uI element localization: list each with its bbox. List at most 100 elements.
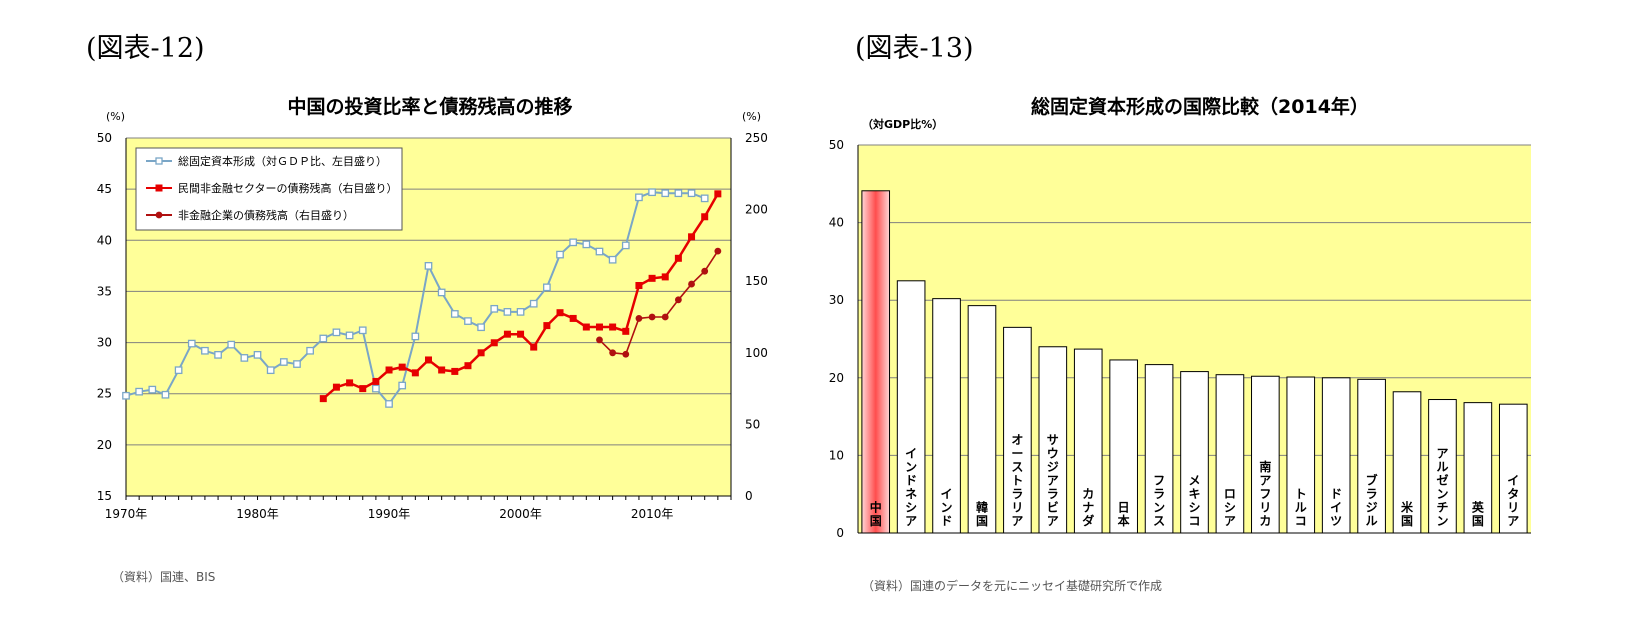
category-label-char: ン [905, 460, 917, 474]
left-tick-label: 50 [97, 131, 112, 145]
bar [932, 298, 961, 534]
bar [1321, 377, 1351, 534]
left-tick-label: 45 [97, 182, 112, 196]
left-axis-unit: (%) [106, 110, 125, 123]
bar [1215, 374, 1245, 534]
category-label-char: ロ [1224, 487, 1236, 501]
data-point [332, 328, 341, 337]
category-label-char: ド [1330, 487, 1342, 501]
data-point [464, 362, 472, 370]
data-point [398, 363, 406, 371]
legend-item: 民間非金融セクターの債務残高（右目盛り） [146, 181, 398, 195]
data-point [556, 309, 564, 317]
bar [967, 305, 997, 534]
gridlines [126, 137, 731, 446]
series-1 [122, 188, 709, 408]
data-point [635, 281, 643, 289]
data-point [451, 367, 459, 375]
data-point [648, 313, 656, 321]
data-point [543, 322, 551, 330]
right-tick-label: 150 [745, 274, 768, 288]
left-tick-label: 20 [97, 438, 112, 452]
bar-11: ロシア [1215, 374, 1245, 534]
category-label-char: 中 [870, 500, 882, 515]
data-point [437, 288, 446, 297]
data-point [450, 310, 459, 318]
data-point [596, 336, 603, 344]
data-point [661, 313, 669, 321]
left-tick-label: 15 [97, 489, 112, 503]
category-label-char: ン [941, 501, 953, 515]
category-label-char: ド [941, 514, 953, 528]
data-point [411, 332, 420, 341]
data-point [622, 350, 630, 358]
right-tick-label: 0 [745, 489, 753, 503]
data-point [358, 326, 367, 335]
data-point [609, 349, 617, 357]
category-label-char: ラ [1011, 487, 1023, 501]
data-point [464, 317, 472, 325]
bar [1144, 364, 1174, 534]
data-point [503, 308, 512, 316]
bars: 中国インドネシアインド韓国オーストラリアサウジアラビアカナダ日本フランスメキシコ… [861, 190, 1528, 534]
data-point [424, 262, 433, 270]
category-label-char: キ [1188, 487, 1200, 501]
data-point [674, 189, 683, 198]
category-label-char: ン [1153, 501, 1165, 515]
data-point [490, 304, 499, 313]
category-label-char: ア [1507, 514, 1519, 528]
data-point [674, 254, 682, 262]
category-label-char: 英 [1472, 500, 1485, 515]
category-label-char: カ [1259, 514, 1271, 528]
left-tick-label: 25 [97, 387, 112, 401]
data-point [503, 330, 511, 338]
right-axis-unit: (%) [742, 110, 761, 123]
category-label-char: ジ [1047, 460, 1059, 474]
legend-item: 総固定資本形成（対ＧＤＰ比、左目盛り） [146, 154, 387, 168]
legend-marker [155, 157, 163, 165]
category-label-char: イ [941, 487, 953, 501]
series-line [598, 250, 719, 356]
left-tick-label: 35 [97, 284, 112, 298]
category-label-char: ラ [1047, 487, 1059, 501]
data-point [569, 238, 578, 247]
data-point [201, 346, 209, 355]
category-label-char: 米 [1401, 500, 1414, 515]
category-label-char: ラ [1153, 487, 1165, 501]
category-label-char: ン [1436, 487, 1448, 501]
data-point [411, 369, 419, 377]
category-label-char: フ [1259, 487, 1271, 501]
series-2 [319, 190, 722, 403]
data-point [372, 377, 380, 385]
category-label-char: ト [1295, 487, 1307, 501]
data-point [319, 334, 328, 343]
bar [1357, 378, 1386, 534]
data-point [346, 379, 354, 387]
bar [1109, 359, 1138, 534]
data-point [425, 356, 432, 364]
category-label-char: ル [1366, 514, 1378, 528]
bar-7: カナダ [1073, 348, 1103, 534]
data-point [517, 330, 525, 338]
bar [1428, 399, 1457, 534]
bar-13: トルコ [1286, 376, 1316, 534]
bar-3: インド [932, 298, 961, 534]
data-point [701, 213, 709, 221]
category-label-char: ア [1047, 474, 1059, 488]
right-tick-label: 250 [745, 131, 768, 145]
category-label-char: ラ [1366, 487, 1378, 501]
category-label-char: 国 [870, 514, 882, 528]
category-label-char: イ [905, 447, 917, 461]
bar [1392, 391, 1422, 534]
data-point [648, 188, 656, 197]
bar [861, 190, 891, 534]
category-label-char: ツ [1330, 514, 1342, 528]
data-point [714, 247, 722, 255]
category-label-char: イ [1330, 501, 1342, 515]
data-point [635, 315, 643, 322]
data-point [319, 395, 327, 403]
category-label-char: ン [1436, 514, 1448, 528]
y-tick-label: 20 [829, 371, 844, 385]
